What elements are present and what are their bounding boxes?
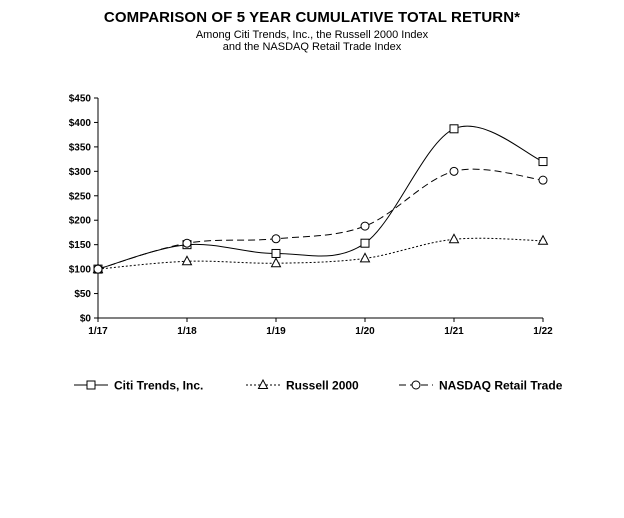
x-tick-label: 1/22 [533, 326, 553, 337]
y-tick-label: $100 [69, 265, 92, 276]
x-tick-label: 1/20 [355, 326, 375, 337]
chart-subtitle-line-1: Among Citi Trends, Inc., the Russell 200… [195, 29, 429, 41]
y-tick-label: $350 [69, 142, 92, 153]
series-line-nasdaq-retail-trade [97, 168, 544, 270]
x-tick-label: 1/21 [444, 326, 464, 337]
x-tick-label: 1/19 [266, 326, 286, 337]
y-tick-label: $50 [74, 289, 91, 300]
y-tick-label: $300 [69, 167, 92, 178]
series-line-russell-2000 [97, 237, 544, 270]
data-point-nasdaq-retail-trade [182, 238, 192, 248]
legend-marker-nasdaq-retail-trade [411, 380, 421, 390]
data-point-russell-2000 [448, 233, 460, 244]
data-point-nasdaq-retail-trade [93, 264, 103, 274]
y-tick-label: $250 [69, 191, 92, 202]
x-tick-label: 1/17 [88, 326, 108, 337]
legend-label-nasdaq-retail-trade: NASDAQ Retail Trade [439, 379, 563, 393]
chart-subtitle-line-2: and the NASDAQ Retail Trade Index [222, 41, 402, 53]
data-point-nasdaq-retail-trade [271, 234, 281, 244]
y-tick-label: $150 [69, 240, 92, 251]
y-tick-label: $0 [80, 314, 92, 325]
chart-title: COMPARISON OF 5 YEAR CUMULATIVE TOTAL RE… [103, 9, 521, 26]
data-point-russell-2000 [181, 255, 193, 266]
data-point-nasdaq-retail-trade [449, 166, 459, 176]
data-point-russell-2000 [359, 252, 371, 263]
data-point-citi-trends-inc [271, 248, 281, 258]
data-point-russell-2000 [537, 234, 549, 245]
data-point-citi-trends-inc [538, 157, 548, 167]
series-line-citi-trends-inc [97, 125, 544, 270]
data-point-citi-trends-inc [449, 124, 459, 134]
data-point-citi-trends-inc [360, 238, 370, 248]
data-point-russell-2000 [270, 257, 282, 268]
data-point-nasdaq-retail-trade [538, 175, 548, 185]
legend-marker-citi-trends-inc [86, 380, 96, 390]
x-tick-label: 1/18 [177, 326, 197, 337]
legend-label-citi-trends-inc: Citi Trends, Inc. [114, 379, 203, 393]
legend-label-russell-2000: Russell 2000 [286, 379, 359, 393]
data-point-nasdaq-retail-trade [360, 221, 370, 231]
legend-marker-russell-2000 [257, 378, 269, 389]
y-tick-label: $200 [69, 216, 92, 227]
y-tick-label: $400 [69, 118, 92, 129]
y-tick-label: $450 [69, 94, 92, 105]
